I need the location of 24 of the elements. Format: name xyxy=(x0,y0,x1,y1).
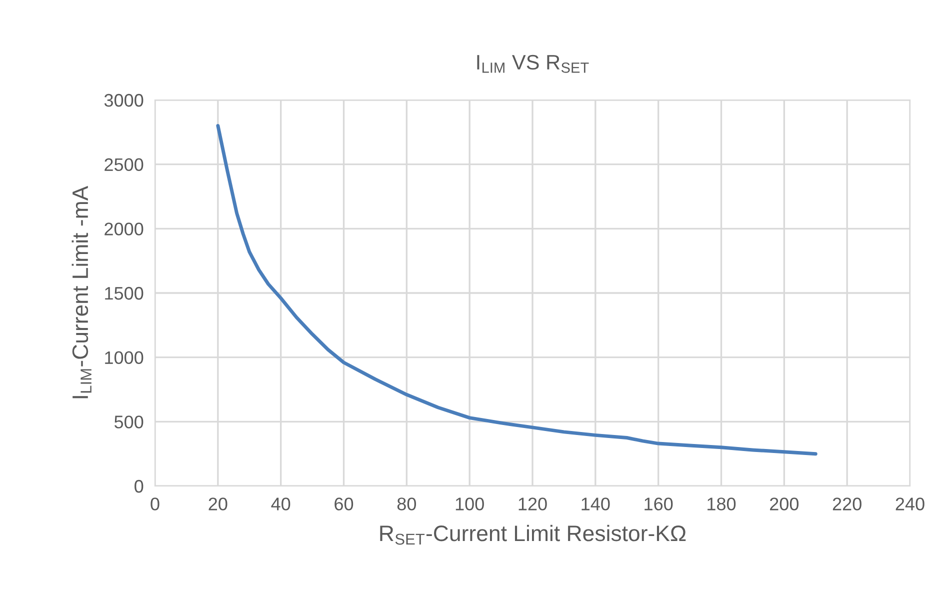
y-tick-label: 1000 xyxy=(105,351,144,364)
x-tick-label: 240 xyxy=(896,498,924,510)
y-tick-label: 3000 xyxy=(104,94,144,107)
x-tick-label: 60 xyxy=(334,498,354,510)
y-axis-title: I$_{LIM}$-Current Limit -mA xyxy=(72,186,92,398)
x-tick-label: 120 xyxy=(518,498,547,510)
y-tick-label: 1500 xyxy=(105,286,144,300)
line-series xyxy=(216,124,818,456)
x-axis-title: R$_{SET}$-Current Limit Resistor-KΩ xyxy=(380,524,686,545)
x-tick-label: 140 xyxy=(582,498,610,510)
y-tick-label: 2000 xyxy=(104,222,144,236)
y-tick-label: 500 xyxy=(114,416,144,428)
x-tick-label: 40 xyxy=(271,498,290,510)
x-tick-label: 0 xyxy=(150,498,160,510)
chart-title: I$_{LIM}$ VS R$_{SET}$ xyxy=(477,54,589,73)
x-tick-label: 20 xyxy=(208,498,228,510)
y-tick-label: 2500 xyxy=(104,158,144,172)
x-tick-label: 180 xyxy=(708,498,736,510)
x-tick-label: 100 xyxy=(456,498,484,510)
x-tick-label: 200 xyxy=(770,498,799,510)
y-tick-label: 0 xyxy=(134,480,144,493)
x-tick-label: 160 xyxy=(644,498,673,510)
x-tick-label: 80 xyxy=(397,498,416,510)
x-tick-label: 220 xyxy=(832,498,862,510)
